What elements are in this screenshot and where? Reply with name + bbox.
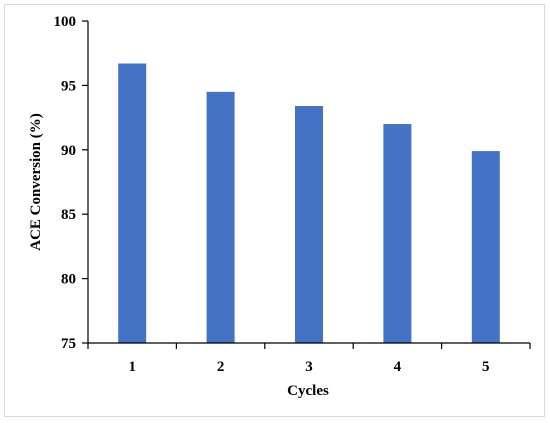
bar-cycle-1 [118, 63, 147, 344]
bar-cycle-5 [471, 151, 500, 343]
y-tick-label: 85 [61, 207, 76, 223]
x-tick-label: 4 [394, 359, 402, 375]
x-tick-label: 5 [482, 359, 490, 375]
x-tick-label: 3 [305, 359, 313, 375]
y-tick-label: 80 [61, 272, 76, 288]
bar-cycle-4 [383, 124, 412, 343]
y-axis-ticks: 75 80 85 90 95 100 [54, 14, 88, 352]
bars-group [118, 63, 500, 344]
y-tick-label: 95 [61, 78, 76, 94]
chart-frame [4, 4, 545, 417]
bar-cycle-3 [295, 106, 323, 344]
x-axis-title: Cycles [287, 383, 329, 399]
x-axis-ticks: 1 2 3 4 5 [87, 343, 531, 375]
x-tick-label: 1 [128, 359, 136, 375]
y-tick-label: 90 [61, 143, 76, 159]
y-tick-label: 75 [61, 336, 76, 352]
x-tick-label: 2 [217, 359, 225, 375]
y-tick-label: 100 [54, 14, 77, 30]
bar-cycle-2 [206, 91, 235, 343]
y-axis-title: ACE Conversion (%) [28, 113, 44, 251]
